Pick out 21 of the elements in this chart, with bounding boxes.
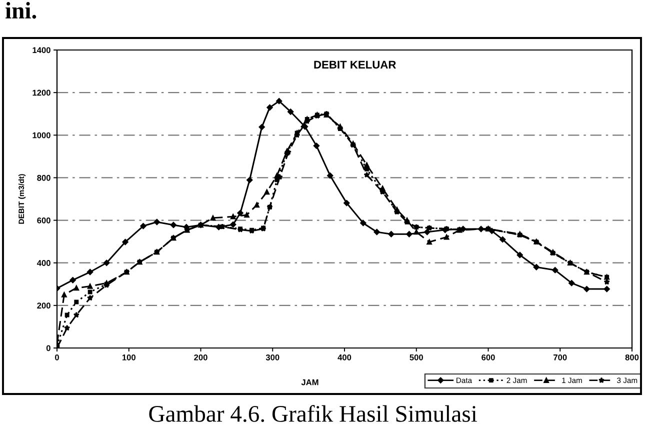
y-tick-label: 400 bbox=[36, 260, 50, 266]
x-tick-label: 600 bbox=[482, 354, 495, 360]
x-tick-label: 700 bbox=[554, 354, 567, 360]
y-tick-label: 0 bbox=[46, 345, 50, 352]
x-tick-label: 100 bbox=[122, 354, 136, 360]
x-tick-label: 800 bbox=[625, 354, 639, 360]
text: DEBIT KELUAR bbox=[314, 60, 396, 69]
y-tick-label: 1400 bbox=[32, 47, 50, 54]
x-axis-title: JAM bbox=[301, 379, 318, 386]
x-tick-label: 200 bbox=[194, 354, 208, 360]
y-tick-label: 800 bbox=[37, 174, 50, 181]
x-tick-label: 400 bbox=[338, 354, 352, 360]
x-tick-label: 0 bbox=[55, 354, 59, 360]
y-tick-label: 1000 bbox=[32, 132, 50, 138]
x-tick-label: 500 bbox=[410, 354, 423, 360]
y-tick-label: 600 bbox=[37, 217, 50, 224]
y-tick-label: 1200 bbox=[32, 90, 50, 96]
y-tick-label: 200 bbox=[37, 302, 50, 309]
text: ini. bbox=[6, 2, 36, 19]
x-tick-label: 300 bbox=[266, 354, 280, 360]
text: Gambar 4.6. Grafik Hasil Simulasi bbox=[149, 405, 477, 422]
